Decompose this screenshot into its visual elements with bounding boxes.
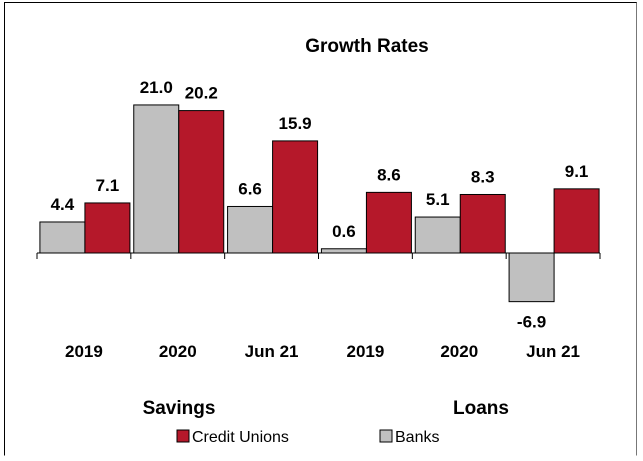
legend-label-credit-unions: Credit Unions — [192, 429, 289, 446]
data-label-banks: 4.4 — [51, 195, 75, 214]
data-label-credit-unions: 8.6 — [377, 165, 401, 184]
data-label-banks: 6.6 — [238, 179, 262, 198]
category-label: Jun 21 — [245, 342, 299, 361]
category-labels-layer: 2019 2020 Jun 21 2019 2020 Jun 21 — [65, 342, 580, 361]
legend-swatch-banks — [379, 429, 393, 443]
category-label: Jun 21 — [526, 342, 580, 361]
data-label-banks: 0.6 — [332, 222, 356, 241]
bar-banks — [508, 252, 555, 303]
category-label: 2020 — [440, 342, 478, 361]
value-labels-layer: 4.4 7.1 21.0 20.2 6.6 15.9 0.6 8.6 5.1 8.3 -6.9 9.1 — [51, 78, 589, 332]
data-label-credit-unions: 20.2 — [185, 84, 218, 103]
category-label: 2019 — [347, 342, 385, 361]
category-label: 2020 — [159, 342, 197, 361]
bar-banks — [320, 248, 367, 254]
group-label-savings: Savings — [143, 398, 216, 419]
bar-banks — [39, 221, 86, 254]
bar-credit-unions — [553, 188, 600, 254]
bar-banks — [227, 205, 274, 254]
x-ticks-layer — [36, 253, 601, 259]
legend-label-banks: Banks — [395, 429, 439, 446]
data-label-credit-unions: 8.3 — [471, 167, 495, 186]
bars-layer — [39, 104, 600, 303]
bar-credit-unions — [365, 191, 412, 254]
bar-credit-unions — [272, 140, 319, 254]
bar-credit-unions — [178, 110, 225, 254]
data-label-credit-unions: 7.1 — [96, 176, 120, 195]
chart-title: Growth Rates — [305, 36, 429, 57]
bar-banks — [133, 104, 180, 254]
data-label-banks: 21.0 — [140, 78, 173, 97]
legend-swatch-credit-unions — [176, 429, 190, 443]
data-label-banks: -6.9 — [517, 313, 546, 332]
category-label: 2019 — [65, 342, 103, 361]
group-label-loans: Loans — [453, 398, 509, 419]
legend: Credit Unions Banks — [176, 429, 439, 446]
data-label-banks: 5.1 — [426, 190, 450, 209]
bar-banks — [414, 216, 461, 254]
bar-credit-unions — [459, 193, 506, 254]
data-label-credit-unions: 15.9 — [279, 114, 312, 133]
bar-credit-unions — [84, 202, 131, 254]
data-label-credit-unions: 9.1 — [565, 162, 589, 181]
